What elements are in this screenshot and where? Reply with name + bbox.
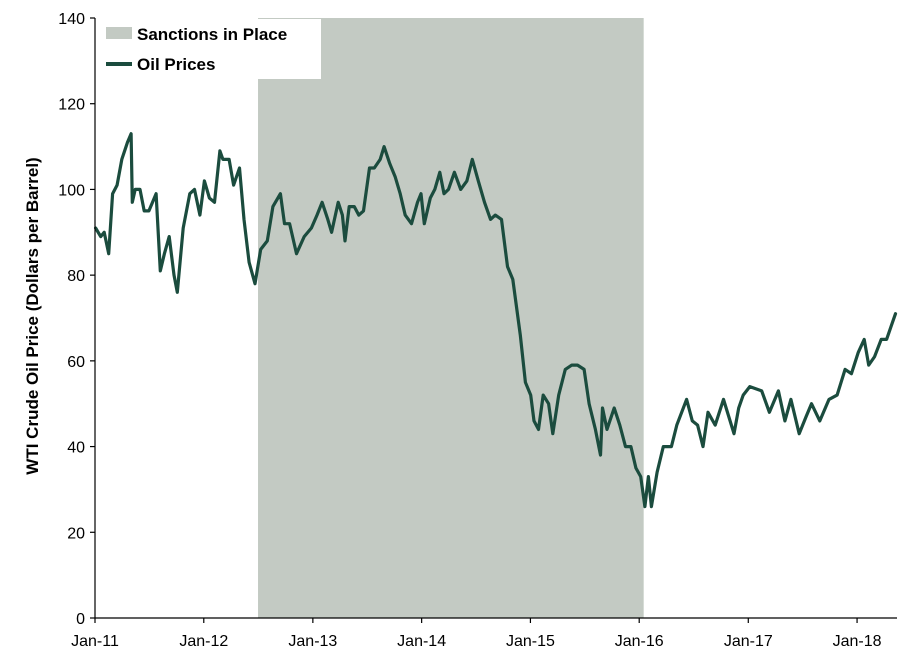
x-tick-label: Jan-11 — [71, 633, 119, 650]
y-tick-label: 60 — [67, 354, 85, 371]
x-tick-label: Jan-18 — [833, 633, 882, 650]
legend-label-oil-prices: Oil Prices — [137, 55, 215, 74]
y-axis-title: WTI Crude Oil Price (Dollars per Barrel) — [23, 157, 42, 474]
y-ticks: 0 20 40 60 80 100 120 140 — [58, 11, 95, 628]
legend: Sanctions in Place Oil Prices — [97, 19, 321, 79]
y-tick-label: 40 — [67, 440, 85, 457]
shaded-region-layer — [258, 18, 644, 618]
shaded-region-sanctions — [258, 18, 644, 618]
series-layer — [93, 132, 898, 509]
x-tick-label: Jan-16 — [615, 633, 664, 650]
legend-label-sanctions: Sanctions in Place — [137, 25, 287, 44]
x-ticks: Jan-11 Jan-12 Jan-13 Jan-14 Jan-15 Jan-16 Jan-… — [71, 618, 882, 650]
y-tick-label: 120 — [58, 97, 85, 114]
x-tick-label: Jan-15 — [506, 633, 555, 650]
axes-layer — [94, 18, 897, 619]
y-tick-label: 100 — [58, 182, 85, 199]
x-tick-label: Jan-12 — [179, 633, 228, 650]
y-tick-label: 20 — [67, 525, 85, 542]
series-line-oil-prices — [93, 132, 898, 509]
y-tick-label: 140 — [58, 11, 85, 28]
x-tick-label: Jan-14 — [397, 633, 446, 650]
y-tick-label: 80 — [67, 268, 85, 285]
x-tick-label: Jan-13 — [288, 633, 337, 650]
legend-swatch-sanctions — [106, 27, 132, 39]
y-tick-label: 0 — [76, 611, 85, 628]
legend-box — [97, 19, 321, 79]
x-tick-label: Jan-17 — [724, 633, 773, 650]
